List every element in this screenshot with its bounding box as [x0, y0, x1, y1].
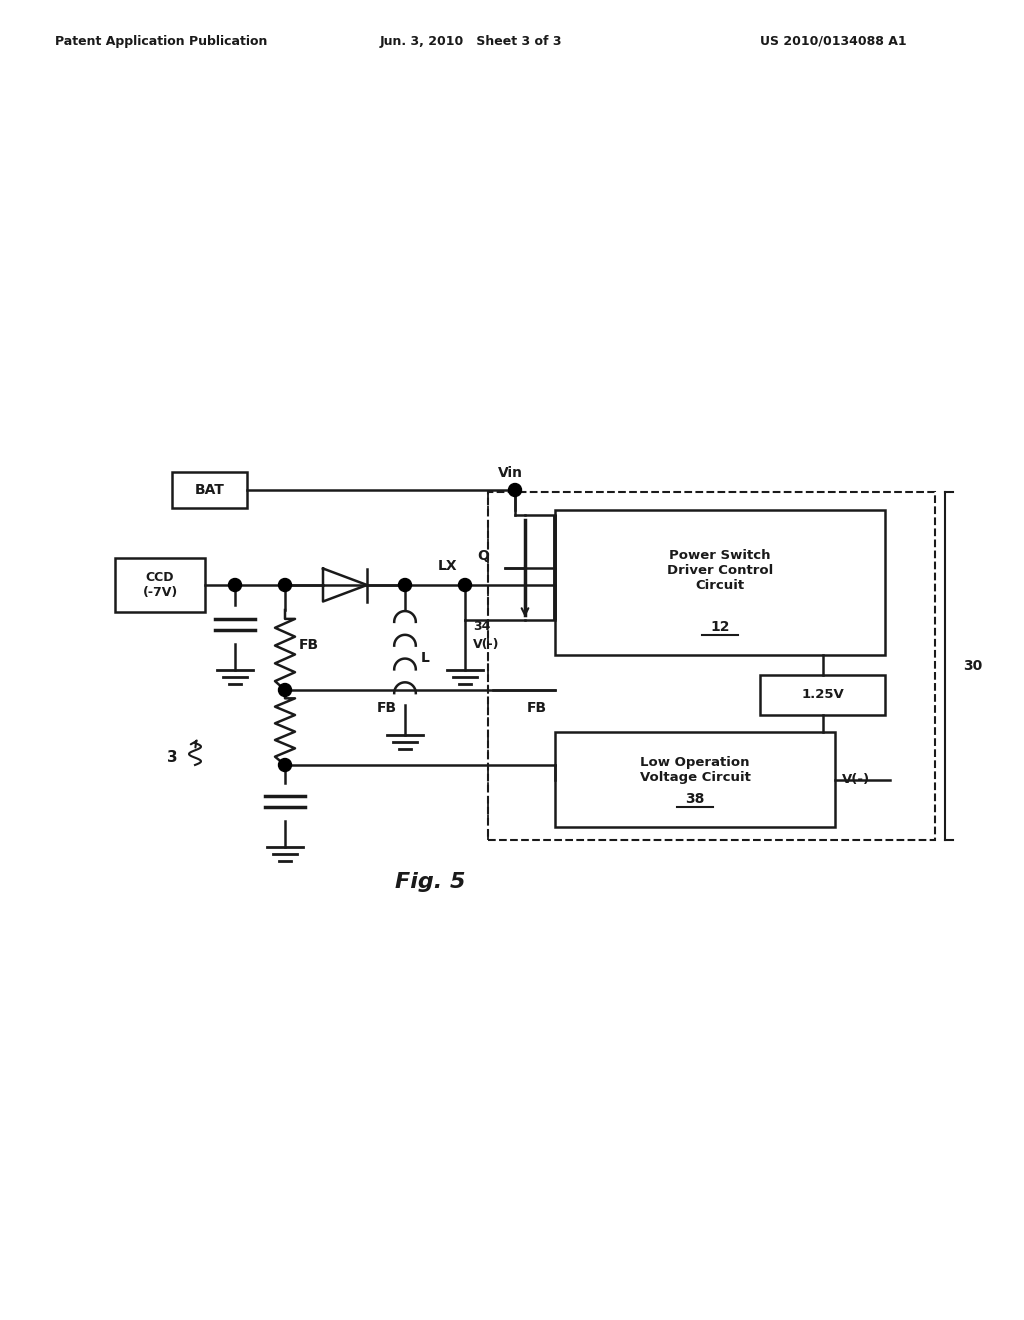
Text: 12: 12	[711, 620, 730, 634]
Text: Jun. 3, 2010   Sheet 3 of 3: Jun. 3, 2010 Sheet 3 of 3	[380, 36, 562, 48]
Text: 1.25V: 1.25V	[801, 689, 844, 701]
Text: Patent Application Publication: Patent Application Publication	[55, 36, 267, 48]
Text: FB: FB	[377, 701, 396, 715]
Circle shape	[279, 578, 292, 591]
FancyBboxPatch shape	[760, 675, 885, 715]
Circle shape	[279, 684, 292, 697]
Text: LX: LX	[437, 558, 457, 573]
Text: Power Switch
Driver Control
Circuit: Power Switch Driver Control Circuit	[667, 549, 773, 591]
Text: V(-): V(-)	[473, 638, 500, 651]
Text: US 2010/0134088 A1: US 2010/0134088 A1	[760, 36, 906, 48]
Text: V(-): V(-)	[842, 774, 870, 785]
Text: FB: FB	[526, 701, 547, 715]
Circle shape	[509, 483, 521, 496]
Text: Q: Q	[477, 549, 488, 562]
Text: L: L	[421, 651, 430, 664]
Circle shape	[398, 578, 412, 591]
Text: Fig. 5: Fig. 5	[394, 873, 465, 892]
FancyBboxPatch shape	[115, 558, 205, 612]
Circle shape	[228, 578, 242, 591]
Text: Low Operation
Voltage Circuit: Low Operation Voltage Circuit	[640, 755, 751, 784]
Text: 34: 34	[473, 620, 490, 634]
FancyBboxPatch shape	[555, 733, 835, 828]
Text: 3: 3	[167, 751, 177, 766]
Text: 30: 30	[963, 659, 982, 673]
Text: BAT: BAT	[195, 483, 224, 498]
Text: FB: FB	[299, 638, 319, 652]
FancyBboxPatch shape	[172, 473, 247, 508]
Text: 38: 38	[685, 792, 705, 807]
Text: CCD
(-7V): CCD (-7V)	[142, 572, 177, 599]
Circle shape	[279, 759, 292, 771]
Circle shape	[459, 578, 471, 591]
Text: Vin: Vin	[498, 466, 522, 480]
FancyBboxPatch shape	[555, 510, 885, 655]
